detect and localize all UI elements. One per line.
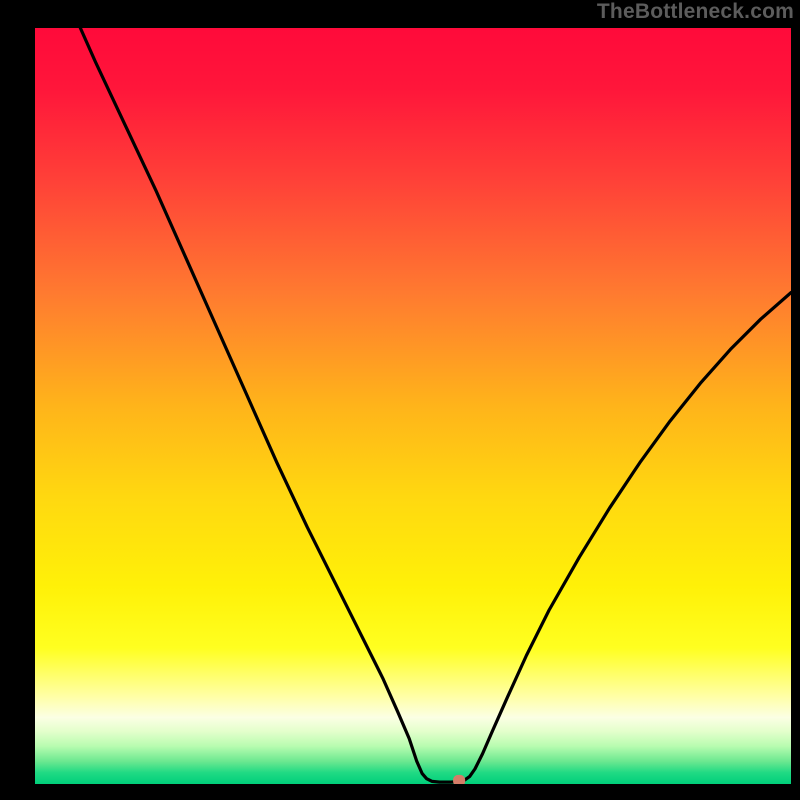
chart-svg	[0, 0, 800, 800]
plot-area	[35, 28, 791, 786]
watermark-label: TheBottleneck.com	[597, 0, 794, 24]
bottleneck-chart: TheBottleneck.com	[0, 0, 800, 800]
plot-gradient-background	[35, 28, 791, 784]
